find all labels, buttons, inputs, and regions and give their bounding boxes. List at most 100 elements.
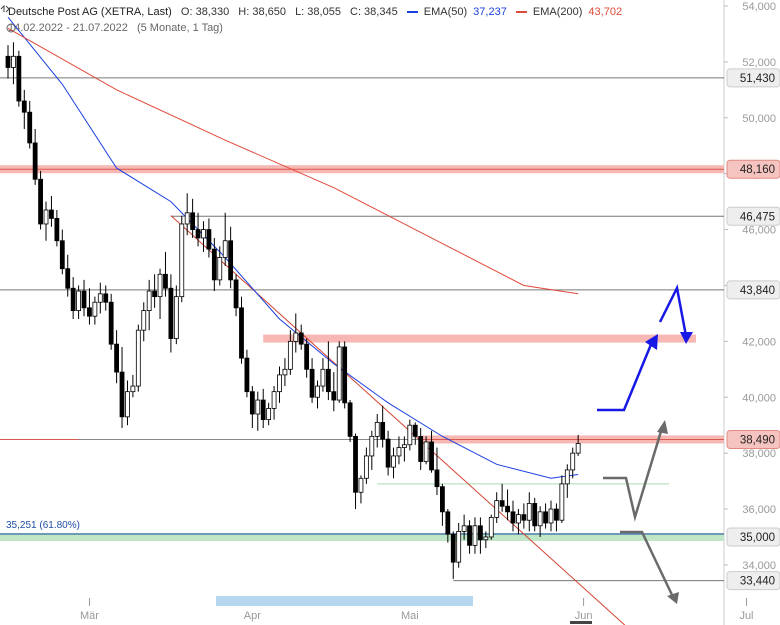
candle-up [141,310,147,331]
candle-up [130,385,136,393]
candle-up [336,346,342,401]
grey-down-arrow [620,530,675,598]
target-zone [263,334,696,343]
ema50-line [7,16,579,479]
candle-down [59,240,65,270]
candle-up [97,293,103,303]
candle-down [304,343,310,370]
candle-down [163,273,168,289]
candle-up [575,443,581,454]
y-tick-label: 34,000 [742,560,776,572]
blue-target-arrowhead [680,332,693,344]
ema200-label: EMA(200) [532,6,583,18]
candle-down [81,290,87,309]
chart-header: Deutsche Post AG (XETRA, Last) O: 38,330… [0,0,720,40]
candle-up [293,332,299,342]
candle-up [472,525,478,546]
ema50-value: 37,237 [473,6,507,18]
blue-breakout-arrow [597,341,654,412]
candle-down [108,301,114,345]
candles-icon [0,4,10,13]
y-tick-label: 42,000 [742,336,776,348]
candle-down [195,229,201,239]
candle-up [456,530,462,563]
level-badge-bg [726,206,780,226]
candle-down [342,346,348,404]
candle-up [559,483,565,521]
candle-down [325,368,331,393]
ema200-value: 43,702 [588,6,623,18]
level-badge-bg [726,571,780,591]
candle-up [391,455,396,468]
candle-up [135,329,141,387]
candle-down [353,435,358,493]
candle-down [190,212,196,230]
level-badge-35,000: 35,000 [740,532,775,544]
level-badge-bg [726,527,780,547]
period-label: (5 Monate, 1 Tag) [136,22,223,34]
candle-up [461,525,467,532]
candle-down [298,332,304,345]
ema200-line [7,27,579,295]
candle-down [70,287,76,312]
selected-range-bar[interactable] [216,596,473,606]
candle-up [488,517,494,538]
grey-up-arrowhead [657,420,668,434]
close-value: C: 38,345 [350,6,398,18]
candle-down [385,438,391,468]
candle-down [65,268,71,289]
candle-down [27,111,33,144]
candle-up [407,424,413,446]
candle-down [429,441,434,471]
x-tick-label: Mär [80,610,99,622]
candle-down [380,422,386,440]
candle-up [217,257,223,281]
y-tick-label: 36,000 [742,504,776,516]
candle-up [396,447,402,457]
level-badge-48,160: 48,160 [740,164,775,176]
candle-up [157,273,163,298]
candle-down [467,525,472,546]
candle-down [32,142,38,180]
candle-up [287,340,293,370]
low-value: L: 38,055 [295,6,341,18]
candle-up [358,477,364,493]
candle-up [201,229,206,239]
ema200-legend-swatch [515,11,527,14]
y-tick-label: 40,000 [742,392,776,404]
candle-up [125,391,130,418]
candle-up [92,301,98,317]
candle-up [43,209,49,225]
grey-up-arrow [603,427,664,522]
candle-down [228,240,234,281]
candle-up [76,290,81,312]
candle-down [168,287,174,339]
candle-down [445,511,451,535]
candle-down [412,424,418,437]
x-tick-label: Mai [401,610,419,622]
support-zone-35,000 [0,532,724,541]
candle-down [532,503,538,527]
candle-up [11,55,16,68]
date-row: 14.02.2022 - 21.07.2022 (5 Monate, 1 Tag… [8,22,229,34]
candle-up [401,444,407,448]
candle-down [439,486,445,513]
downtrend-line[interactable] [170,215,633,625]
candle-up [363,455,369,479]
candle-down [521,514,527,521]
candle-down [103,293,109,303]
candle-up [146,290,152,312]
candle-up [570,452,576,471]
ema50-legend-swatch [406,11,418,14]
candle-up [564,469,570,485]
candle-down [331,391,337,401]
candle-down [309,368,315,398]
y-tick-label: 52,000 [742,57,776,69]
candle-up [184,212,190,225]
high-value: H: 38,650 [238,6,286,18]
candle-down [211,248,217,281]
level-badge-51,430: 51,430 [740,73,775,85]
range-handle[interactable] [570,621,592,624]
candle-down [152,290,158,298]
